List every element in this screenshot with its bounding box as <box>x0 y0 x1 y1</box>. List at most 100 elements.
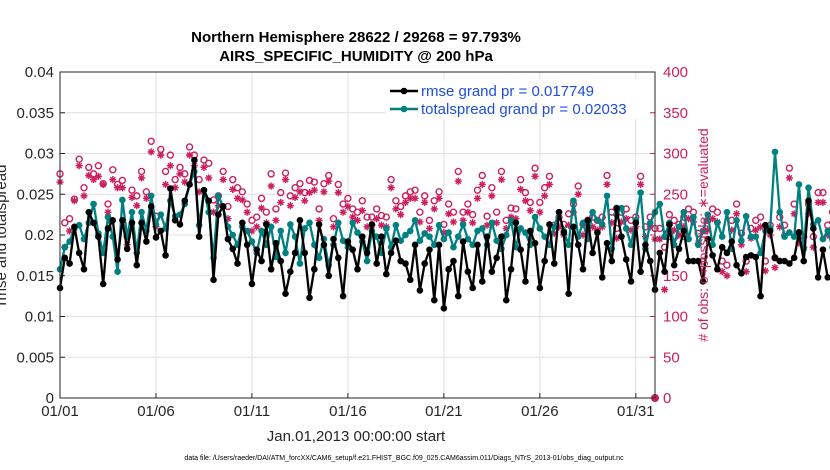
obs-evaluated-point <box>555 223 563 231</box>
rmse-point <box>411 241 419 249</box>
obs-evaluated-point <box>166 162 174 170</box>
rmse-point <box>186 181 193 188</box>
obs-evaluated-point <box>358 206 366 215</box>
rmse-point <box>738 270 745 277</box>
rmse-point <box>215 211 222 218</box>
x-tick-label: 01/06 <box>137 403 175 420</box>
rmse-point <box>550 260 558 267</box>
rmse-point <box>469 284 476 292</box>
obs-possible-point <box>574 182 582 190</box>
legend-label-rmse: rmse grand pr = 0.017749 <box>421 83 594 100</box>
totalspread-point <box>594 217 601 224</box>
rmse-point <box>733 261 740 269</box>
obs-evaluated-point <box>80 192 88 200</box>
obs-evaluated-point <box>387 184 395 192</box>
right-tick-label: 50 <box>663 349 680 366</box>
obs-evaluated-point <box>272 216 280 224</box>
totalspread-point <box>373 233 380 240</box>
rmse-point <box>704 235 712 243</box>
rmse-point <box>790 254 798 262</box>
obs-evaluated-point <box>94 172 102 180</box>
obs-evaluated-point <box>363 223 371 231</box>
rmse-point <box>162 252 169 259</box>
totalspread-point <box>704 211 712 218</box>
totalspread-point <box>296 260 304 267</box>
obs-possible-point <box>267 170 275 178</box>
obs-evaluated-point <box>425 224 434 233</box>
rmse-point <box>666 221 673 228</box>
obs-possible-point <box>329 214 338 223</box>
obs-evaluated-point <box>349 213 357 221</box>
totalspread-point <box>430 241 438 249</box>
y-tick-label: 0.04 <box>25 64 54 81</box>
obs-possible-point <box>363 213 371 221</box>
obs-evaluated-point <box>627 226 635 234</box>
totalspread-point <box>282 249 289 257</box>
obs-evaluated-point <box>200 163 208 171</box>
obs-evaluated-point <box>454 177 462 185</box>
obs-evaluated-point <box>723 272 731 280</box>
obs-evaluated-point <box>512 215 520 223</box>
totalspread-point <box>541 233 548 240</box>
obs-evaluated-point <box>637 180 645 189</box>
totalspread-point <box>694 241 702 249</box>
totalspread-point <box>416 237 424 245</box>
obs-possible-point <box>382 213 390 221</box>
totalspread-point <box>104 213 112 221</box>
rmse-point <box>90 219 97 227</box>
rmse-point <box>119 217 126 224</box>
totalspread-point <box>426 233 433 240</box>
legend: rmse grand pr = 0.017749 totalspread gra… <box>386 79 650 119</box>
totalspread-point <box>147 192 155 200</box>
obs-evaluated-point <box>181 178 189 186</box>
rmse-point <box>287 268 294 275</box>
rmse-point <box>320 241 328 249</box>
rmse-point <box>718 243 726 251</box>
obs-evaluated-point <box>742 268 750 276</box>
rmse-point <box>243 241 251 249</box>
obs-possible-point <box>61 219 69 227</box>
obs-evaluated-point <box>243 208 251 216</box>
obs-evaluated-point <box>233 194 242 202</box>
rmse-point <box>795 229 803 236</box>
rmse-point <box>71 223 78 231</box>
obs-possible-point <box>277 188 285 197</box>
rmse-point <box>219 203 227 210</box>
obs-evaluated-point <box>795 239 803 247</box>
obs-evaluated-point <box>397 211 405 219</box>
totalspread-point <box>742 212 750 220</box>
rmse-point <box>435 241 443 249</box>
obs-evaluated-point <box>401 198 410 206</box>
obs-possible-point <box>238 188 247 196</box>
rmse-point <box>66 260 73 267</box>
rmse-point <box>143 238 150 245</box>
totalspread-point <box>618 204 625 212</box>
rmse-point <box>493 254 500 262</box>
totalspread-point <box>790 233 798 240</box>
obs-evaluated-point <box>565 221 573 229</box>
obs-evaluated-point <box>430 205 438 213</box>
rmse-point <box>680 227 688 235</box>
totalspread-point <box>738 237 745 245</box>
series-rmse <box>56 156 830 312</box>
totalspread-point <box>215 192 222 200</box>
rmse-point <box>248 280 256 288</box>
rmse-point <box>824 274 830 281</box>
obs-evaluated-point <box>483 221 491 229</box>
obs-evaluated-point <box>89 175 98 184</box>
rmse-point <box>603 239 611 247</box>
totalspread-point <box>229 231 237 239</box>
obs-evaluated-point <box>718 268 726 276</box>
totalspread-point <box>805 184 812 192</box>
totalspread-point <box>714 219 721 227</box>
rmse-point <box>771 254 779 262</box>
obs-evaluated-point <box>545 180 554 189</box>
rmse-point <box>613 204 620 212</box>
obs-evaluated-point <box>469 219 477 227</box>
rmse-point <box>349 246 357 253</box>
data-file-footnote: data file: /Users/raeder/DAI/ATM_forcXX/… <box>184 455 624 462</box>
obs-possible-point <box>478 171 486 180</box>
rmse-point <box>589 249 596 257</box>
right-tick-label: 0 <box>663 390 671 407</box>
obs-evaluated-point <box>699 267 707 275</box>
